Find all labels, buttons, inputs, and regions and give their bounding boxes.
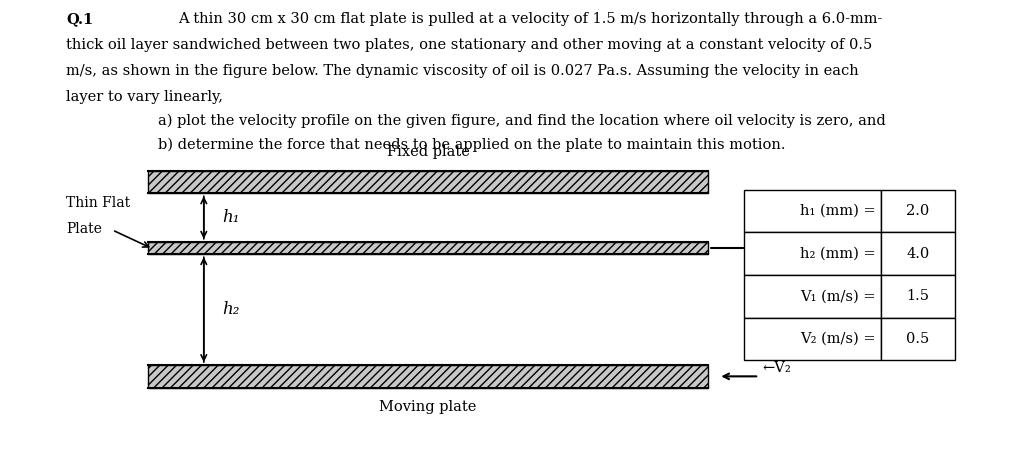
Text: layer to vary linearly,: layer to vary linearly, [66, 90, 223, 104]
Text: Thin Flat: Thin Flat [66, 195, 130, 210]
Text: h₁: h₁ [222, 209, 239, 226]
Text: 4.0: 4.0 [907, 246, 929, 261]
Text: V₁ (m/s) =: V₁ (m/s) = [800, 289, 875, 303]
Text: Q.1: Q.1 [66, 12, 94, 26]
Text: m/s, as shown in the figure below. The dynamic viscosity of oil is 0.027 Pa.s. A: m/s, as shown in the figure below. The d… [66, 64, 859, 78]
Bar [881, 190, 955, 232]
Text: a) plot the velocity profile on the given figure, and find the location where oi: a) plot the velocity profile on the give… [158, 114, 886, 128]
Text: 2.0: 2.0 [907, 204, 929, 218]
Bar [148, 171, 708, 193]
Bar [148, 242, 708, 254]
Text: Plate: Plate [66, 222, 102, 236]
Text: h₁ (mm) =: h₁ (mm) = [800, 204, 875, 218]
Bar [744, 318, 881, 360]
Bar [148, 365, 708, 388]
Bar [744, 275, 881, 318]
Text: 0.5: 0.5 [907, 332, 929, 346]
Text: →F→V₁: →F→V₁ [780, 233, 830, 246]
Text: ←V₂: ←V₂ [762, 361, 791, 375]
Text: A thin 30 cm x 30 cm flat plate is pulled at a velocity of 1.5 m/s horizontally : A thin 30 cm x 30 cm flat plate is pulle… [178, 12, 882, 26]
Bar [881, 275, 955, 318]
Text: Fixed plate: Fixed plate [386, 145, 470, 159]
Text: Moving plate: Moving plate [379, 400, 477, 414]
Text: h₂ (mm) =: h₂ (mm) = [800, 246, 875, 261]
Bar [744, 190, 881, 232]
Text: thick oil layer sandwiched between two plates, one stationary and other moving a: thick oil layer sandwiched between two p… [66, 38, 872, 52]
Text: h₂: h₂ [222, 301, 239, 318]
Bar [744, 232, 881, 275]
Text: b) determine the force that needs to be applied on the plate to maintain this mo: b) determine the force that needs to be … [158, 137, 786, 152]
Bar [881, 232, 955, 275]
Bar [881, 318, 955, 360]
Text: V₂ (m/s) =: V₂ (m/s) = [800, 332, 875, 346]
Text: 1.5: 1.5 [907, 289, 929, 303]
